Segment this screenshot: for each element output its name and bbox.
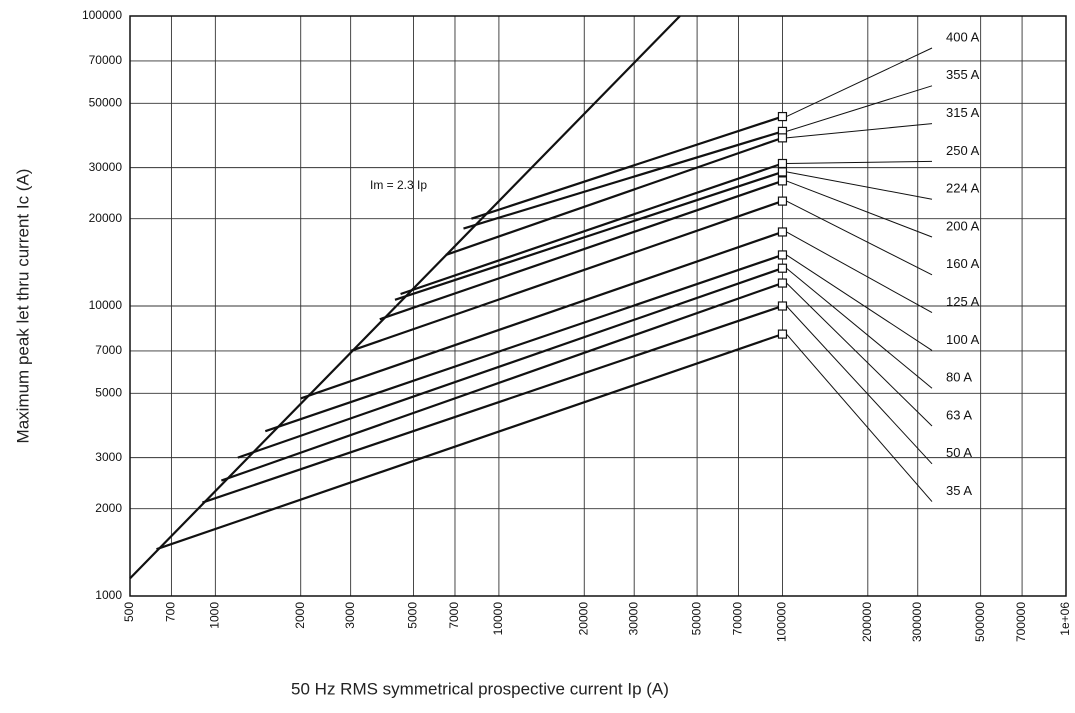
leader-line bbox=[786, 200, 933, 276]
legend-label: 35 A bbox=[946, 483, 972, 498]
leader-line bbox=[786, 305, 933, 465]
fuse-curve bbox=[156, 333, 783, 551]
x-tick-label: 50000 bbox=[689, 602, 703, 636]
legend-label: 160 A bbox=[946, 256, 980, 271]
end-marker bbox=[777, 263, 788, 273]
end-marker bbox=[777, 278, 788, 288]
x-tick-label: 7000 bbox=[447, 602, 461, 629]
end-marker bbox=[777, 111, 788, 122]
end-marker bbox=[777, 176, 788, 186]
leader-line bbox=[786, 282, 933, 427]
legend-label: 80 A bbox=[946, 370, 972, 385]
fuse-curve bbox=[264, 253, 783, 433]
legend-label: 355 A bbox=[946, 67, 980, 82]
end-marker bbox=[777, 227, 788, 237]
y-axis-title: Maximum peak let thru current Ic (A) bbox=[13, 169, 32, 444]
leader-line bbox=[786, 254, 933, 351]
y-tick-label: 10000 bbox=[89, 298, 123, 312]
fuse-curve bbox=[394, 170, 783, 301]
x-tick-label: 3000 bbox=[343, 602, 357, 629]
end-marker bbox=[777, 158, 788, 169]
legend-label: 224 A bbox=[946, 181, 980, 196]
fuse-curve bbox=[237, 267, 783, 459]
plot-frame bbox=[129, 15, 1067, 597]
x-tick-label: 700000 bbox=[1014, 602, 1028, 642]
annotation: Im = 2.3 Ip bbox=[370, 178, 427, 192]
leader-line bbox=[786, 123, 933, 139]
leader-line bbox=[786, 231, 933, 314]
x-tick-label: 100000 bbox=[775, 602, 789, 642]
leader-line bbox=[786, 85, 933, 132]
x-tick-label: 70000 bbox=[731, 602, 745, 636]
x-tick-label: 10000 bbox=[491, 602, 505, 636]
fuse-curve bbox=[463, 130, 783, 230]
y-tick-label: 30000 bbox=[89, 160, 123, 174]
legend-label: 125 A bbox=[946, 294, 980, 309]
y-tick-label: 2000 bbox=[95, 501, 122, 515]
x-tick-label: 5000 bbox=[406, 602, 420, 629]
x-tick-label: 500 bbox=[122, 602, 136, 622]
fuse-curve bbox=[400, 162, 783, 296]
end-marker bbox=[777, 196, 788, 206]
x-tick-label: 1000 bbox=[208, 602, 222, 629]
y-tick-label: 1000 bbox=[95, 588, 122, 602]
x-tick-label: 200000 bbox=[860, 602, 874, 642]
end-marker bbox=[777, 301, 788, 311]
fuse-curve bbox=[202, 304, 783, 504]
y-tick-label: 3000 bbox=[95, 450, 122, 464]
leader-line bbox=[786, 267, 933, 389]
leader-line bbox=[786, 180, 933, 238]
x-tick-label: 1e+06 bbox=[1058, 602, 1072, 636]
legend-label: 400 A bbox=[946, 29, 980, 44]
x-tick-label: 700 bbox=[164, 602, 178, 622]
leader-line bbox=[786, 171, 933, 200]
y-tick-label: 7000 bbox=[95, 343, 122, 357]
fuse-curve bbox=[379, 179, 783, 321]
leader-line bbox=[786, 333, 933, 502]
y-tick-label: 20000 bbox=[89, 211, 123, 225]
x-tick-label: 500000 bbox=[973, 602, 987, 642]
legend-label: 100 A bbox=[946, 332, 980, 347]
y-tick-label: 5000 bbox=[95, 385, 122, 399]
fuse-curve bbox=[445, 136, 783, 256]
legend-label: 63 A bbox=[946, 407, 972, 422]
end-marker bbox=[777, 167, 788, 177]
end-marker bbox=[777, 250, 788, 260]
end-marker bbox=[777, 329, 788, 339]
y-tick-label: 100000 bbox=[82, 8, 122, 22]
leader-line bbox=[786, 47, 933, 118]
end-marker bbox=[777, 133, 788, 143]
x-tick-label: 300000 bbox=[910, 602, 924, 642]
legend-label: 315 A bbox=[946, 105, 980, 120]
x-axis-title: 50 Hz RMS symmetrical prospective curren… bbox=[291, 679, 669, 698]
fuse-curve bbox=[350, 200, 783, 352]
legend-label: 200 A bbox=[946, 218, 980, 233]
x-tick-label: 20000 bbox=[576, 602, 590, 636]
x-tick-label: 2000 bbox=[293, 602, 307, 629]
fuse-curve bbox=[471, 115, 783, 220]
fuse-curve bbox=[220, 281, 783, 482]
legend-label: 50 A bbox=[946, 445, 972, 460]
fuse-curve bbox=[300, 230, 783, 400]
legend-label: 250 A bbox=[946, 143, 980, 158]
y-tick-label: 50000 bbox=[89, 95, 123, 109]
leader-line bbox=[786, 160, 933, 165]
y-tick-label: 70000 bbox=[89, 53, 123, 67]
x-tick-label: 30000 bbox=[626, 602, 640, 636]
